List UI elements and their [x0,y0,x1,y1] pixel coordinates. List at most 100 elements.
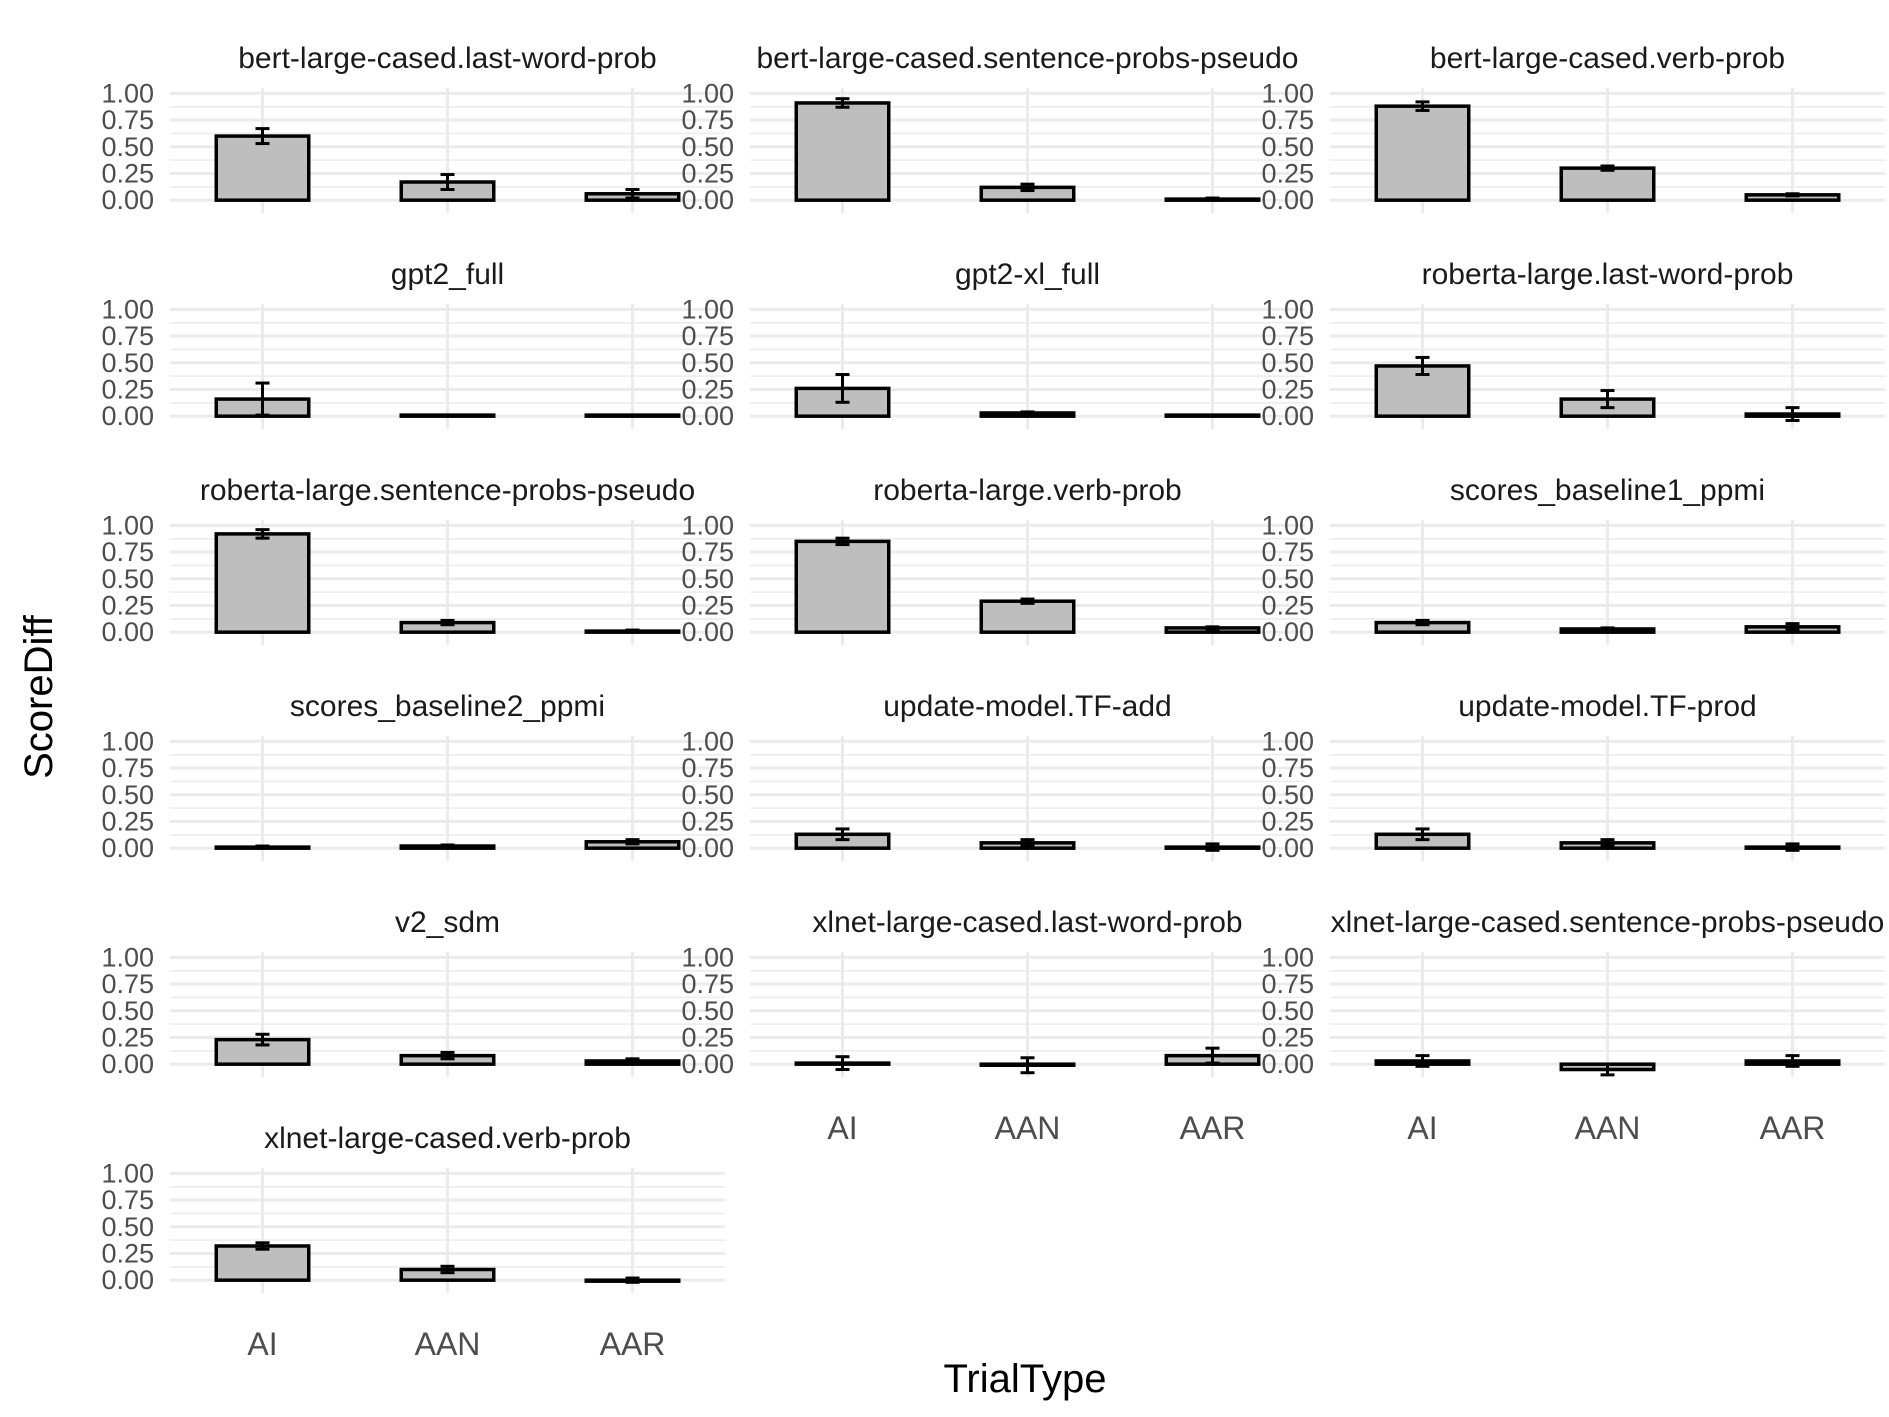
y-tick-label: 0.50 [1261,996,1314,1026]
strip-title: xlnet-large-cased.sentence-probs-pseudo [1331,906,1885,939]
y-tick-label: 0.50 [681,564,734,594]
strip-title: scores_baseline1_ppmi [1450,474,1765,507]
y-tick-label: 1.00 [681,726,734,756]
y-tick-label: 0.25 [681,374,734,404]
facet-panel: 0.000.250.500.751.00 v2_sdm [101,906,725,1079]
y-tick-label: 0.25 [1261,1022,1314,1052]
y-tick-label: 0.50 [1261,132,1314,162]
bar [1559,166,1656,202]
x-tick-label: AAR [600,1326,666,1362]
bar [1164,413,1261,418]
y-tick-label: 1.00 [681,510,734,540]
y-tick-label: 0.50 [681,132,734,162]
y-tick-label: 0.75 [1261,321,1314,351]
y-tick-label: 0.50 [1261,564,1314,594]
y-tick-label: 1.00 [681,294,734,324]
y-tick-label: 0.75 [681,969,734,999]
y-tick-label: 0.25 [681,158,734,188]
facet-panel: 0.000.250.500.751.00 roberta-large.last-w… [1261,258,1885,431]
strip-title: scores_baseline2_ppmi [290,690,605,723]
facet-panel: 0.000.250.500.751.00 update-model.TF-add [681,690,1305,863]
y-tick-label: 0.00 [101,833,154,863]
x-tick-label: AI [827,1110,857,1146]
bar [214,1244,311,1282]
x-tick-label: AI [1407,1110,1437,1146]
y-tick-label: 0.00 [101,1049,154,1079]
facet-panel: 0.000.250.500.751.00 roberta-large.verb-p… [681,474,1305,647]
y-tick-label: 0.00 [681,833,734,863]
bar [399,413,496,418]
bar [794,101,891,202]
y-tick-label: 0.25 [1261,158,1314,188]
y-tick-label: 0.00 [1261,185,1314,215]
y-tick-label: 0.50 [1261,348,1314,378]
bar [794,539,891,634]
y-tick-label: 1.00 [1261,510,1314,540]
x-tick-label: AAN [995,1110,1061,1146]
x-tick-label: AAN [1575,1110,1641,1146]
y-tick-label: 1.00 [1261,78,1314,108]
facet-panel: 0.000.250.500.751.00 update-model.TF-prod [1261,690,1885,863]
y-tick-label: 1.00 [101,294,154,324]
strip-title: bert-large-cased.last-word-prob [238,42,657,75]
facet-panel: 0.000.250.500.751.00 bert-large-cased.las… [101,42,725,215]
y-tick-label: 1.00 [101,726,154,756]
y-tick-label: 1.00 [681,942,734,972]
facet-panel: 0.000.250.500.751.00 xlnet-large-cased.se… [1261,906,1885,1146]
facet-panel: 0.000.250.500.751.00 scores_baseline2_ppm… [101,690,725,863]
y-tick-label: 0.75 [681,537,734,567]
x-tick-label: AAR [1760,1110,1826,1146]
y-tick-label: 0.00 [681,401,734,431]
y-tick-label: 0.75 [101,537,154,567]
y-tick-label: 0.25 [101,1022,154,1052]
strip-title: v2_sdm [395,906,500,939]
facet-panel: 0.000.250.500.751.00 scores_baseline1_ppm… [1261,474,1885,647]
y-tick-label: 0.75 [1261,969,1314,999]
y-tick-label: 0.75 [1261,105,1314,135]
y-tick-label: 0.50 [101,564,154,594]
y-tick-label: 0.75 [1261,753,1314,783]
y-tick-label: 0.75 [101,1185,154,1215]
facet-panel: 0.000.250.500.751.00 gpt2-xl_full [681,258,1305,431]
bar [214,134,311,202]
y-tick-label: 0.00 [1261,617,1314,647]
facet-panel: 0.000.250.500.751.00 gpt2_full [101,258,725,431]
strip-title: update-model.TF-prod [1458,690,1756,723]
x-tick-label: AAN [415,1326,481,1362]
bar [214,532,311,634]
y-tick-label: 0.00 [101,617,154,647]
y-tick-label: 1.00 [101,1158,154,1188]
strip-title: roberta-large.sentence-probs-pseudo [200,474,695,507]
x-axis-title: TrialType [943,1357,1106,1401]
strip-title: roberta-large.last-word-prob [1422,258,1794,291]
y-tick-label: 0.75 [101,321,154,351]
y-tick-label: 0.50 [101,1212,154,1242]
y-tick-label: 0.25 [101,590,154,620]
strip-title: gpt2_full [391,258,504,291]
y-tick-label: 0.25 [101,806,154,836]
y-tick-label: 1.00 [101,942,154,972]
y-tick-label: 0.75 [101,753,154,783]
y-tick-label: 0.00 [101,1265,154,1295]
y-tick-label: 0.00 [1261,401,1314,431]
strip-title: update-model.TF-add [883,690,1172,723]
strip-title: roberta-large.verb-prob [873,474,1181,507]
y-tick-label: 0.25 [1261,590,1314,620]
y-tick-label: 0.75 [101,969,154,999]
y-tick-label: 0.50 [101,348,154,378]
y-tick-label: 0.50 [1261,780,1314,810]
strip-title: gpt2-xl_full [955,258,1100,291]
y-tick-label: 0.75 [681,321,734,351]
y-tick-label: 0.25 [1261,374,1314,404]
facet-panel: 0.000.250.500.751.00 bert-large-cased.sen… [681,42,1305,215]
y-axis-title: ScoreDiff [17,614,61,779]
y-tick-label: 0.00 [1261,1049,1314,1079]
y-tick-label: 0.25 [1261,806,1314,836]
y-tick-label: 0.25 [101,158,154,188]
x-tick-label: AI [247,1326,277,1362]
y-tick-label: 0.25 [681,806,734,836]
y-tick-label: 0.75 [681,753,734,783]
y-tick-label: 0.75 [101,105,154,135]
y-tick-label: 1.00 [681,78,734,108]
